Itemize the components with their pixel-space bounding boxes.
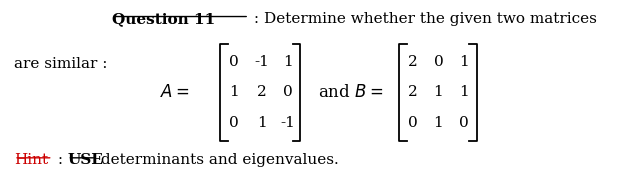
Text: -1: -1 xyxy=(280,116,295,130)
Text: 0: 0 xyxy=(229,55,239,69)
Text: 1: 1 xyxy=(458,55,469,69)
Text: 1: 1 xyxy=(433,85,444,99)
Text: 2: 2 xyxy=(408,55,418,69)
Text: 0: 0 xyxy=(408,116,418,130)
Text: determinants and eigenvalues.: determinants and eigenvalues. xyxy=(96,153,339,167)
Text: 1: 1 xyxy=(458,85,469,99)
Text: 1: 1 xyxy=(282,55,293,69)
Text: -1: -1 xyxy=(254,55,270,69)
Text: Hint: Hint xyxy=(14,153,48,167)
Text: 0: 0 xyxy=(229,116,239,130)
Text: 1: 1 xyxy=(257,116,267,130)
Text: 2: 2 xyxy=(408,85,418,99)
Text: :: : xyxy=(53,153,67,167)
Text: 1: 1 xyxy=(433,116,444,130)
Text: $A=$: $A=$ xyxy=(160,84,190,101)
Text: are similar :: are similar : xyxy=(14,57,108,71)
Text: 0: 0 xyxy=(458,116,469,130)
Text: Question 11: Question 11 xyxy=(112,12,216,26)
Text: USE: USE xyxy=(67,153,103,167)
Text: 0: 0 xyxy=(433,55,444,69)
Text: : Determine whether the given two matrices: : Determine whether the given two matric… xyxy=(249,12,597,26)
Text: 2: 2 xyxy=(257,85,267,99)
Text: and $B=$: and $B=$ xyxy=(318,84,383,101)
Text: 0: 0 xyxy=(282,85,293,99)
Text: 1: 1 xyxy=(229,85,239,99)
